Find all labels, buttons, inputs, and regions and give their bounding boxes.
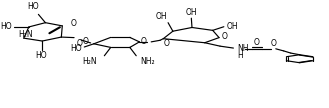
Text: O: O: [163, 39, 169, 48]
Text: O: O: [254, 38, 260, 47]
Text: OH: OH: [226, 22, 238, 31]
Text: O: O: [141, 37, 147, 46]
Text: O: O: [76, 39, 82, 48]
Text: OH: OH: [186, 8, 197, 17]
Text: OH: OH: [156, 12, 167, 21]
Text: HO: HO: [35, 52, 46, 60]
Text: HO: HO: [27, 2, 38, 11]
Text: O: O: [271, 39, 277, 48]
Text: H₂N: H₂N: [19, 30, 33, 39]
Text: H: H: [237, 51, 243, 60]
Text: O: O: [82, 37, 88, 46]
Text: O: O: [70, 19, 76, 29]
Text: HO: HO: [70, 44, 82, 53]
Text: H₂N: H₂N: [82, 57, 96, 66]
Text: O: O: [221, 32, 227, 41]
Text: NH₂: NH₂: [140, 57, 155, 66]
Text: NH: NH: [237, 44, 249, 53]
Text: HO: HO: [0, 22, 12, 31]
